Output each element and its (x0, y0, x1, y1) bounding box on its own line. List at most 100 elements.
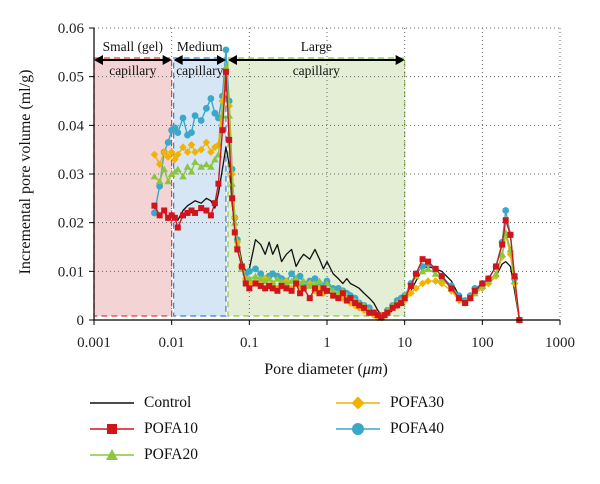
data-point (246, 285, 253, 292)
y-tick-label: 0.04 (58, 118, 85, 134)
data-point (300, 285, 307, 292)
region-2-label-line1: Large (301, 39, 332, 54)
data-point (366, 309, 373, 316)
data-point (273, 275, 282, 282)
data-point (323, 280, 331, 287)
data-point (226, 136, 233, 143)
data-point (257, 270, 265, 278)
axes: 0.001 0.01 0.1 1 10 100 1000 0 0.01 0.02 0.03 0.04 0… (58, 21, 575, 351)
data-point (218, 112, 227, 119)
data-point (150, 150, 159, 159)
region-1-label-line2: capillary (176, 63, 223, 78)
data-point (164, 153, 172, 161)
region-1-arrowhead-right (216, 55, 226, 65)
data-point (288, 287, 295, 294)
data-point (511, 273, 518, 280)
region-1-arrowhead-left (173, 55, 183, 65)
data-point (207, 148, 215, 156)
x-axis-title: Pore diameter (μm) (264, 361, 388, 378)
legend-item-pofa10: POFA10 (88, 418, 198, 440)
data-point (292, 275, 300, 282)
data-point (412, 284, 420, 293)
x-tick-label: 1 (323, 335, 331, 351)
data-point (347, 295, 354, 302)
data-point (171, 155, 179, 164)
data-point (238, 263, 245, 270)
data-point (394, 302, 401, 309)
legend-item-pofa40: POFA40 (334, 418, 444, 440)
data-point (188, 207, 195, 214)
data-point (455, 295, 462, 302)
data-point (432, 265, 439, 272)
legend: Control POFA10 POFA20 POFA30 POFA40 (88, 392, 508, 472)
data-point (191, 148, 199, 156)
data-point (151, 202, 158, 209)
x-tick-label: 0.01 (159, 335, 185, 351)
data-point (261, 277, 269, 285)
data-point (492, 270, 500, 277)
y-tick-label: 0.02 (58, 216, 84, 232)
data-point (467, 295, 474, 302)
data-point (311, 275, 319, 283)
capillary-regions (93, 57, 406, 317)
data-point (448, 285, 455, 292)
region-0-arrowhead-left (94, 55, 103, 65)
data-point (156, 212, 163, 219)
data-point (413, 270, 420, 277)
data-point (211, 109, 219, 117)
data-point (356, 302, 363, 309)
data-point (479, 280, 486, 287)
data-point (329, 287, 337, 294)
data-point (211, 200, 218, 207)
data-point (161, 207, 168, 214)
data-point (343, 297, 350, 304)
data-point (222, 68, 229, 75)
data-point (339, 290, 346, 297)
data-point (191, 112, 199, 119)
grid-lines (94, 27, 561, 320)
data-point (180, 212, 187, 219)
data-point (431, 270, 440, 277)
data-point (324, 287, 330, 294)
data-point (167, 148, 176, 156)
data-point (311, 280, 319, 287)
data-point (192, 209, 199, 216)
data-point (231, 219, 239, 226)
region-2-arrowhead-right (395, 55, 405, 65)
data-point (197, 117, 205, 124)
data-point (174, 129, 182, 137)
data-point (207, 163, 215, 170)
region-1-label-line1: Medium (177, 39, 223, 54)
data-point (311, 285, 318, 292)
data-point (502, 207, 510, 214)
data-point (424, 277, 432, 285)
data-point (179, 143, 187, 152)
legend-marker (351, 396, 365, 410)
data-point (306, 295, 313, 302)
data-point (187, 141, 196, 149)
data-point (378, 314, 385, 321)
legend-item-control: Control (88, 392, 191, 414)
data-point (462, 299, 469, 306)
series-control (153, 146, 521, 321)
data-point (150, 172, 159, 180)
legend-marker (107, 424, 117, 434)
legend-label: Control (144, 394, 192, 411)
data-point (168, 212, 175, 219)
data-point (197, 145, 205, 154)
data-point (507, 231, 514, 238)
region-2-label-line2: capillary (293, 63, 340, 78)
region-0-arrowhead-right (162, 55, 172, 65)
data-point (197, 163, 205, 170)
data-series (150, 46, 524, 324)
data-point (374, 312, 381, 319)
data-point (164, 177, 172, 185)
data-point (419, 263, 426, 270)
data-point (471, 287, 478, 294)
data-point (315, 277, 324, 285)
legend-swatch (90, 402, 134, 404)
data-point (498, 250, 506, 258)
data-point (330, 292, 337, 299)
data-point (438, 273, 445, 280)
data-point (502, 217, 509, 224)
